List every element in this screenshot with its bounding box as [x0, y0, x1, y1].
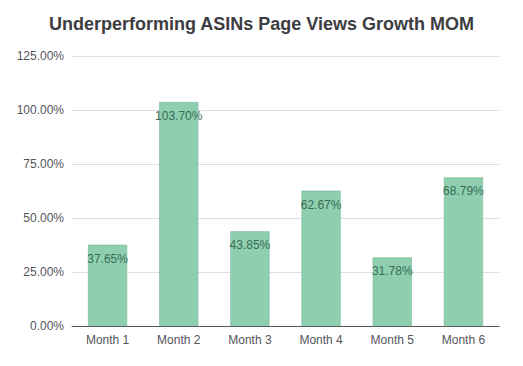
svg-text:Month 1: Month 1	[86, 333, 130, 347]
svg-text:0.00%: 0.00%	[30, 319, 64, 333]
svg-text:75.00%: 75.00%	[23, 157, 64, 171]
svg-text:62.67%: 62.67%	[301, 198, 342, 212]
svg-text:103.70%: 103.70%	[155, 109, 203, 123]
svg-text:125.00%: 125.00%	[17, 49, 65, 63]
svg-text:25.00%: 25.00%	[23, 265, 64, 279]
svg-text:50.00%: 50.00%	[23, 211, 64, 225]
svg-text:37.65%: 37.65%	[87, 252, 128, 266]
svg-text:Month 4: Month 4	[299, 333, 343, 347]
svg-text:Month 2: Month 2	[157, 333, 201, 347]
svg-text:100.00%: 100.00%	[17, 103, 65, 117]
svg-text:Month 6: Month 6	[442, 333, 486, 347]
svg-text:Underperforming ASINs Page Vie: Underperforming ASINs Page Views Growth …	[49, 14, 474, 34]
svg-text:43.85%: 43.85%	[230, 238, 271, 252]
svg-text:68.79%: 68.79%	[443, 184, 484, 198]
svg-text:Month 5: Month 5	[371, 333, 415, 347]
svg-text:Month 3: Month 3	[228, 333, 272, 347]
svg-text:31.78%: 31.78%	[372, 264, 413, 278]
